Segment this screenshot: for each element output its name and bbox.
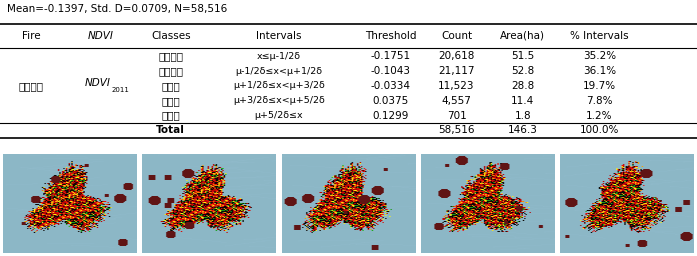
Text: μ+5/2δ≤x: μ+5/2δ≤x <box>254 111 303 120</box>
Text: Count: Count <box>441 31 472 41</box>
Text: 7.8%: 7.8% <box>586 96 613 106</box>
Text: 19.7%: 19.7% <box>583 81 616 91</box>
Text: Area(ha): Area(ha) <box>500 31 545 41</box>
Text: % Intervals: % Intervals <box>570 31 629 41</box>
Text: 피해경: 피해경 <box>162 96 180 106</box>
Text: μ+3/2δ≤x<μ+5/2δ: μ+3/2δ≤x<μ+5/2δ <box>233 96 325 105</box>
Text: 146.3: 146.3 <box>508 125 537 135</box>
Text: Mean=-0.1397, Std. D=0.0709, N=58,516: Mean=-0.1397, Std. D=0.0709, N=58,516 <box>7 4 227 14</box>
Text: 미피해: 미피해 <box>162 111 180 121</box>
Text: 51.5: 51.5 <box>511 51 535 61</box>
Text: 28.8: 28.8 <box>511 81 535 91</box>
Text: Threshold: Threshold <box>365 31 416 41</box>
Text: -0.0334: -0.0334 <box>370 81 411 91</box>
Text: 11.4: 11.4 <box>511 96 535 106</box>
Text: Classes: Classes <box>151 31 190 41</box>
Text: 수관전소: 수관전소 <box>158 51 183 61</box>
Text: 2011: 2011 <box>112 87 130 93</box>
Text: -0.1751: -0.1751 <box>370 51 411 61</box>
Text: 36.1%: 36.1% <box>583 66 616 76</box>
Text: μ+1/2δ≤x<μ+3/2δ: μ+1/2δ≤x<μ+3/2δ <box>233 81 325 90</box>
Text: 1.2%: 1.2% <box>586 111 613 121</box>
Text: -0.1043: -0.1043 <box>370 66 411 76</box>
Text: μ-1/2δ≤x<μ+1/2δ: μ-1/2δ≤x<μ+1/2δ <box>236 67 322 76</box>
Text: 피해중: 피해중 <box>162 81 180 91</box>
Text: 0.0375: 0.0375 <box>372 96 408 106</box>
Text: NDVI: NDVI <box>88 31 114 41</box>
Text: 701: 701 <box>447 111 466 121</box>
Text: 21,117: 21,117 <box>438 66 475 76</box>
Text: 1.8: 1.8 <box>514 111 531 121</box>
Text: 율진산불: 율진산불 <box>19 81 44 91</box>
Text: 58,516: 58,516 <box>438 125 475 135</box>
Text: 4,557: 4,557 <box>442 96 471 106</box>
Text: Intervals: Intervals <box>256 31 302 41</box>
Text: Total: Total <box>156 125 185 135</box>
Text: x≤μ-1/2δ: x≤μ-1/2δ <box>256 52 301 61</box>
Text: Fire: Fire <box>22 31 40 41</box>
Text: 100.0%: 100.0% <box>580 125 619 135</box>
Text: 0.1299: 0.1299 <box>372 111 408 121</box>
Text: NDVI: NDVI <box>84 78 111 88</box>
Text: 11,523: 11,523 <box>438 81 475 91</box>
Text: 52.8: 52.8 <box>511 66 535 76</box>
Text: 수관열해: 수관열해 <box>158 66 183 76</box>
Text: 20,618: 20,618 <box>438 51 475 61</box>
Text: 35.2%: 35.2% <box>583 51 616 61</box>
